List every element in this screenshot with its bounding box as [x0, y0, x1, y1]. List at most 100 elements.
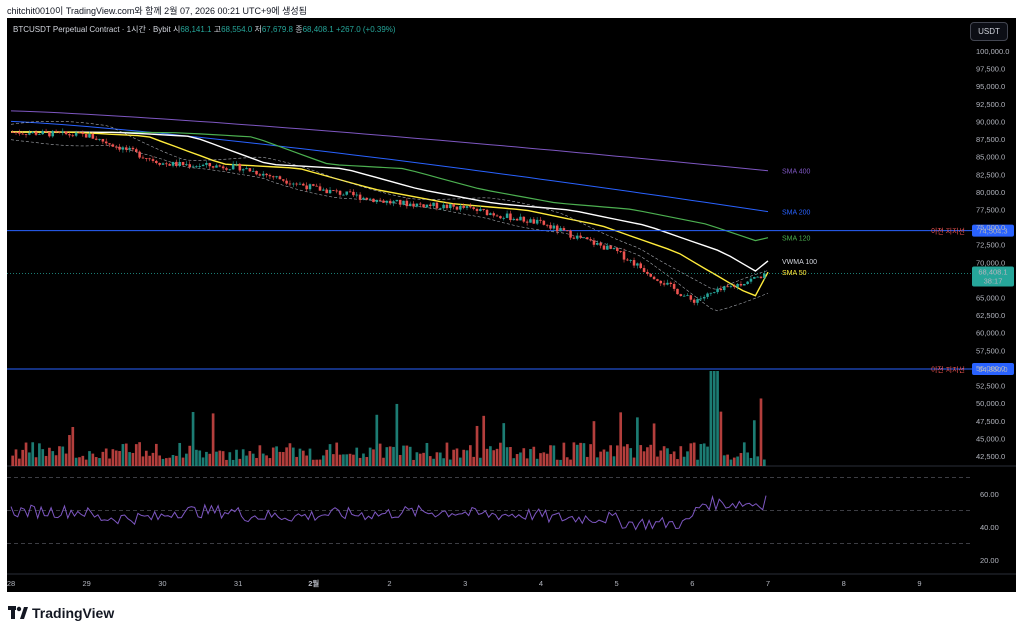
volume-bar	[114, 450, 118, 466]
symbol-name[interactable]: BTCUSDT Perpetual Contract · 1시간 · Bybit	[13, 25, 171, 34]
low-label: 저	[254, 25, 262, 34]
candle-body	[345, 191, 349, 195]
candle-body	[318, 186, 322, 191]
volume-bar	[502, 423, 506, 466]
volume-bar	[154, 443, 158, 466]
volume-bar	[752, 420, 756, 466]
rsi-tick: 40.00	[980, 523, 999, 532]
ma-label-sma-50: SMA 50	[782, 270, 807, 277]
candle-body	[616, 247, 619, 252]
candle-body	[522, 216, 526, 222]
volume-bar	[559, 459, 562, 466]
volume-bar	[348, 453, 352, 466]
candle-body	[395, 199, 399, 202]
low-value: 67,679.8	[261, 25, 293, 34]
price-tick: 65,000.0	[976, 294, 1005, 303]
candle-body	[679, 294, 683, 296]
volume-bar	[442, 458, 445, 466]
candle-body	[295, 183, 298, 185]
support-label-1: 이전 지지선	[931, 227, 965, 236]
candle-body	[646, 271, 649, 274]
candle-body	[632, 260, 636, 266]
volume-bar	[104, 448, 108, 466]
candle-body	[472, 207, 475, 209]
candle-body	[285, 180, 288, 184]
volume-bar	[195, 449, 198, 466]
candle-body	[749, 278, 753, 282]
candle-body	[509, 213, 512, 221]
volume-bar	[432, 458, 435, 466]
volume-bar	[18, 458, 21, 466]
candle-body	[161, 163, 165, 165]
volume-bar	[175, 455, 178, 466]
candle-body	[211, 166, 215, 168]
volume-bar	[499, 442, 502, 466]
volume-bar	[78, 457, 81, 466]
volume-bar	[298, 448, 302, 466]
volume-bar	[138, 442, 141, 466]
candle-body	[712, 292, 716, 293]
volume-bar	[585, 456, 589, 466]
candle-body	[328, 189, 332, 194]
candle-body	[158, 162, 161, 165]
tradingview-logo: TradingView	[8, 603, 114, 623]
candle-body	[388, 200, 392, 204]
candle-body	[362, 197, 365, 200]
currency-button[interactable]: USDT	[970, 22, 1008, 41]
candle-body	[315, 185, 318, 187]
volume-bar	[462, 449, 466, 466]
candle-body	[181, 161, 185, 166]
volume-bar	[652, 423, 656, 466]
candle-body	[549, 225, 552, 229]
volume-bar	[726, 454, 729, 466]
candle-body	[746, 281, 749, 284]
volume-bar	[595, 457, 599, 466]
volume-bar	[642, 451, 646, 466]
candle-body	[332, 189, 335, 191]
volume-bar	[739, 453, 743, 466]
candle-body	[84, 134, 88, 138]
candle-body	[61, 131, 65, 133]
volume-bar	[378, 443, 382, 466]
volume-bar	[311, 459, 315, 466]
volume-bar	[602, 449, 606, 466]
candle-body	[692, 299, 696, 303]
candle-body	[271, 176, 275, 178]
candle-body	[626, 259, 629, 261]
candle-body	[442, 204, 445, 209]
volume-bar	[756, 456, 759, 466]
candle-body	[251, 170, 255, 172]
volume-bar	[275, 446, 278, 466]
volume-bar	[285, 447, 288, 466]
volume-bar	[759, 398, 763, 466]
ma-line-sma-50	[11, 131, 769, 297]
candle-body	[572, 237, 576, 239]
volume-bar	[428, 456, 432, 466]
volume-bar	[445, 442, 449, 466]
volume-bar	[74, 457, 78, 466]
volume-bar	[358, 457, 362, 466]
candle-body	[689, 295, 693, 300]
support-price-1: 74,504.3	[978, 227, 1007, 236]
volume-bar	[301, 450, 305, 466]
candle-body	[175, 161, 178, 166]
volume-bar	[198, 450, 202, 466]
price-tick: 62,500.0	[976, 311, 1005, 320]
price-tick: 75,000.0	[976, 223, 1005, 232]
candle-body	[462, 205, 465, 208]
volume-bar	[318, 459, 322, 466]
time-tick: 2월	[308, 578, 319, 588]
volume-bar	[575, 444, 579, 466]
candle-body	[14, 132, 18, 133]
volume-bar	[118, 451, 121, 466]
candle-body	[482, 208, 485, 210]
chart-panel[interactable]: 이전 지지선 74,504.3 이전 지지선 54,850.0 SMA 400 SMA 2…	[7, 18, 1016, 592]
volume-bar	[472, 456, 476, 466]
volume-bar	[41, 449, 45, 466]
chart-canvas[interactable]: 이전 지지선 74,504.3 이전 지지선 54,850.0 SMA 400 SMA 2…	[7, 18, 1016, 592]
candle-body	[656, 279, 659, 281]
volume-bar	[58, 446, 61, 466]
candle-body	[532, 219, 536, 224]
time-tick: 8	[842, 579, 846, 588]
candle-body	[682, 295, 686, 297]
